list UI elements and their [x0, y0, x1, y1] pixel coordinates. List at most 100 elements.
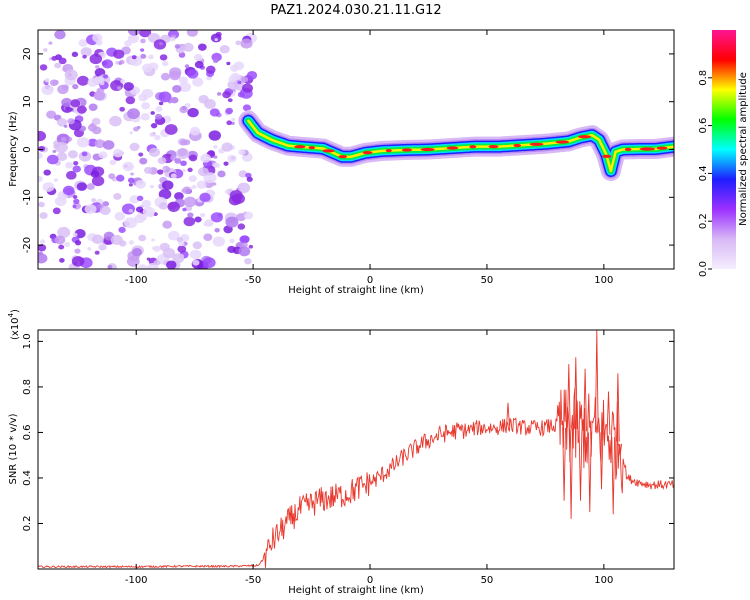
noise-blob: [176, 148, 190, 160]
noise-blob: [46, 154, 59, 165]
ridge-peak: [555, 140, 569, 144]
noise-blob: [210, 33, 222, 43]
spectrogram-image: [38, 30, 674, 269]
noise-blob: [180, 160, 187, 167]
snr-ytick-label: 0.4: [22, 470, 33, 486]
ridge-peak: [513, 143, 522, 148]
noise-blob: [189, 249, 202, 260]
noise-blob: [135, 206, 144, 213]
noise-blob: [179, 106, 188, 114]
noise-blob: [61, 97, 73, 107]
snr-spike: [506, 402, 510, 426]
noise-blob: [109, 115, 122, 127]
colorbar-bar: [712, 30, 736, 269]
noise-blob: [94, 65, 100, 69]
noise-blob: [203, 233, 213, 241]
noise-blob: [172, 84, 182, 93]
noise-blob: [217, 170, 226, 178]
noise-blob: [71, 51, 79, 58]
noise-blob: [53, 178, 59, 182]
ridge-peak: [338, 155, 347, 159]
noise-blob: [155, 105, 163, 112]
noise-blob: [187, 212, 194, 218]
noise-blob: [76, 137, 90, 148]
noise-blob: [226, 61, 231, 66]
snr-scale-label: (x10: [10, 317, 21, 340]
noise-blob: [231, 117, 236, 122]
noise-blob: [161, 60, 169, 67]
noise-blob: [44, 78, 50, 83]
noise-blob: [130, 172, 134, 176]
colorbar-tick-label: 0.6: [698, 118, 709, 134]
noise-blob: [95, 39, 103, 46]
snr-xtick-label: 0: [367, 575, 373, 586]
snr-xlabel: Height of straight line (km): [288, 585, 424, 596]
ridge-peak: [362, 150, 373, 155]
noise-blob: [94, 250, 100, 255]
noise-blob: [56, 118, 68, 127]
noise-blob: [246, 176, 253, 182]
noise-blob: [76, 105, 87, 114]
noise-blob: [93, 90, 106, 101]
noise-blob: [150, 111, 155, 115]
noise-blob: [135, 179, 146, 189]
noise-blob: [38, 152, 43, 160]
noise-blob: [91, 117, 101, 126]
noise-blob: [129, 142, 140, 152]
noise-blob: [116, 174, 125, 182]
noise-blob: [102, 74, 109, 79]
noise-blob: [158, 101, 164, 106]
noise-blob: [146, 257, 151, 261]
spectrogram-xtick-label: -100: [125, 275, 148, 286]
noise-blob: [110, 234, 123, 245]
ridge-peak: [624, 147, 632, 151]
snr-plot-area: [38, 330, 674, 569]
noise-blob: [54, 141, 68, 153]
noise-blob: [120, 79, 126, 84]
noise-blob: [126, 256, 140, 267]
noise-blob: [188, 175, 197, 182]
snr-frame: [37, 329, 675, 570]
noise-blob: [112, 148, 124, 158]
noise-blob: [108, 173, 116, 180]
colorbar-tick-label: 0.0: [698, 261, 709, 277]
noise-blob: [39, 212, 48, 220]
noise-blob: [237, 182, 251, 194]
noise-blob: [164, 124, 178, 135]
noise-blob: [153, 259, 161, 266]
noise-blob: [90, 170, 100, 178]
spectrogram-xtick-label: 50: [481, 275, 494, 286]
noise-blob: [237, 223, 246, 230]
snr-spike: [569, 427, 573, 519]
noise-blob: [222, 91, 231, 99]
noise-blob: [167, 201, 180, 212]
noise-blob: [242, 104, 252, 112]
noise-blob: [65, 161, 74, 169]
noise-blob: [193, 53, 203, 62]
spectrogram-ytick-label: 10: [22, 95, 33, 108]
noise-blob: [210, 212, 223, 223]
noise-blob: [128, 208, 134, 213]
noise-blob: [143, 166, 153, 174]
noise-blob: [131, 55, 137, 60]
noise-blob: [162, 167, 167, 171]
noise-blob: [152, 246, 157, 250]
noise-blob: [239, 235, 250, 244]
noise-blob: [71, 256, 85, 267]
noise-blob: [208, 130, 221, 141]
noise-blob: [227, 98, 233, 103]
noise-blob: [99, 205, 111, 215]
noise-blob: [214, 228, 220, 233]
ridge-peak: [308, 146, 316, 150]
noise-blob: [149, 184, 155, 189]
noise-blob: [225, 216, 239, 228]
noise-blob: [138, 30, 152, 38]
noise-blob: [159, 54, 168, 61]
noise-blob: [178, 81, 192, 93]
noise-blob: [158, 188, 172, 200]
noise-blob: [228, 76, 237, 83]
snr-xtick-label: -50: [245, 575, 261, 586]
snr-spike: [616, 373, 620, 442]
noise-blob: [138, 234, 147, 242]
